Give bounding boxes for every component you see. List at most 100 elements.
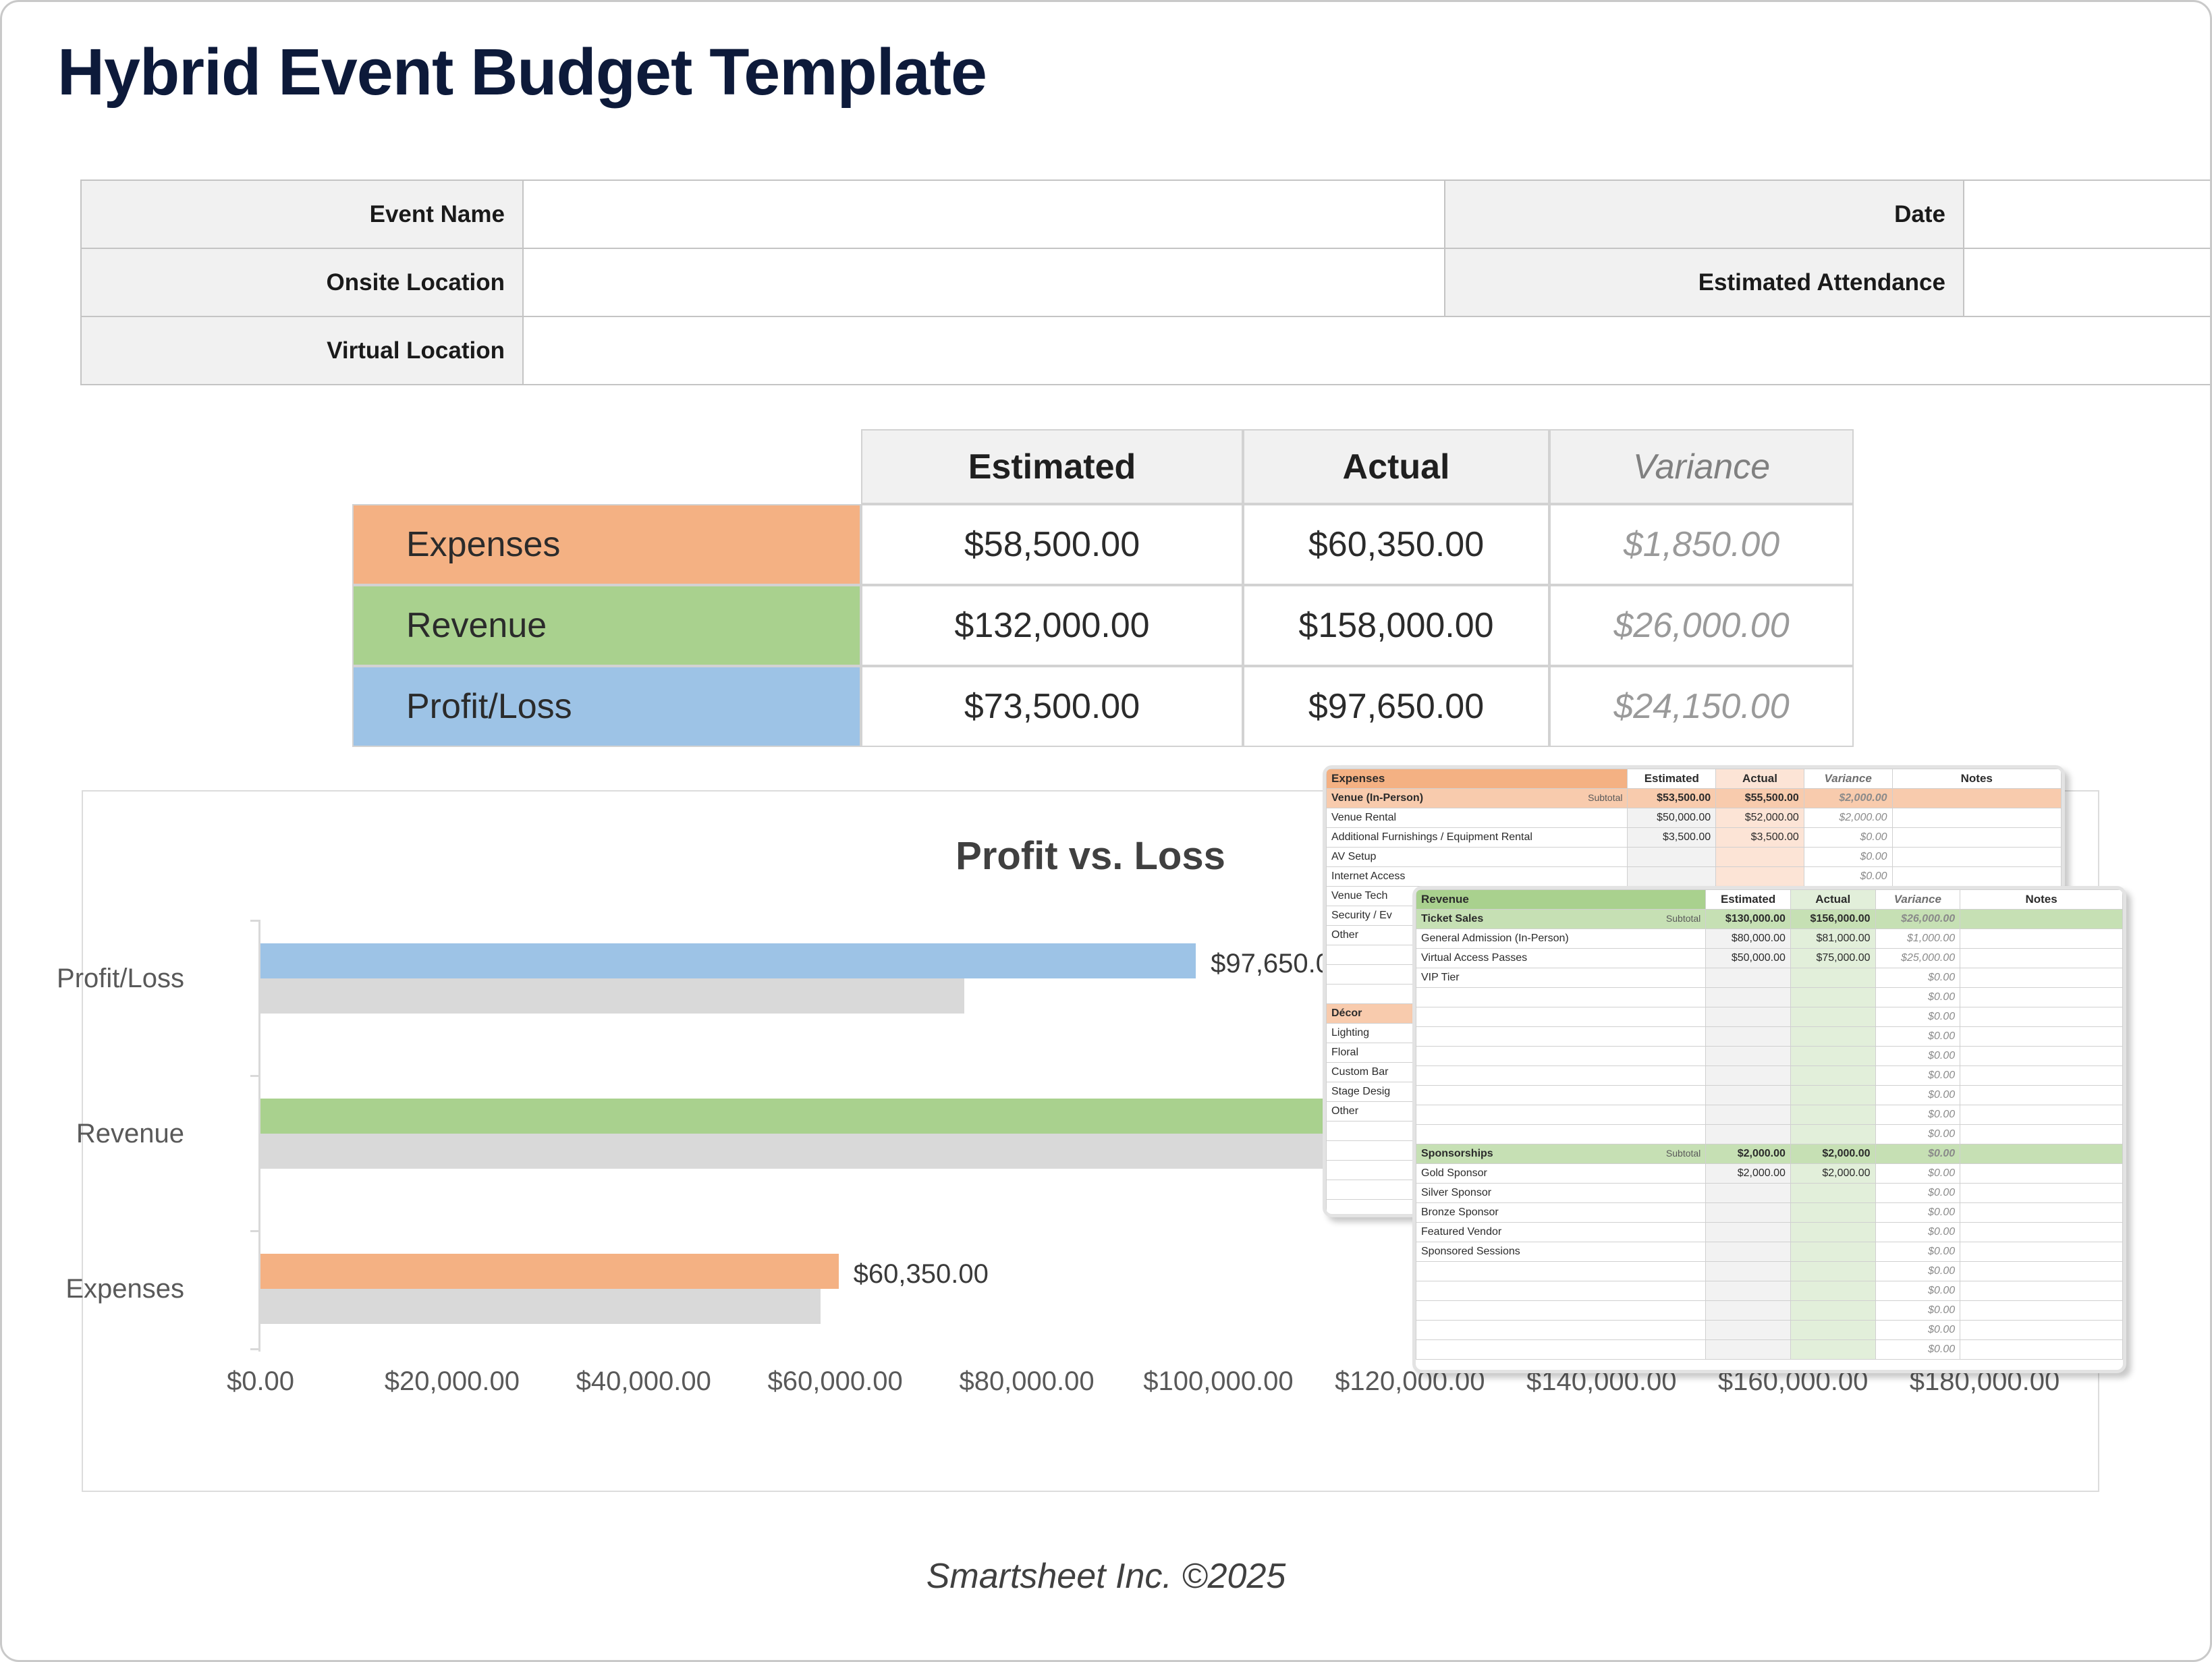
mini-row-label: Virtual Access Passes	[1416, 948, 1707, 968]
mini-actual[interactable]	[1790, 1261, 1876, 1281]
mini-row-label	[1416, 1085, 1707, 1105]
mini-row-label	[1416, 1300, 1707, 1321]
mini-actual[interactable]	[1790, 968, 1876, 988]
event-name-field[interactable]	[522, 179, 1445, 249]
virtual-location-field[interactable]	[522, 316, 2210, 385]
mini-notes[interactable]	[1960, 1124, 2123, 1144]
mini-estimated[interactable]	[1627, 866, 1717, 887]
mini-header-row: Expenses Estimated Actual Variance Notes	[1326, 769, 2062, 789]
onsite-location-field[interactable]	[522, 248, 1445, 317]
mini-actual[interactable]	[1790, 1242, 1876, 1262]
mini-estimated[interactable]	[1705, 1300, 1791, 1321]
mini-actual[interactable]: $52,000.00	[1715, 808, 1804, 828]
mini-notes[interactable]	[1960, 1202, 2123, 1223]
mini-notes[interactable]	[1960, 1339, 2123, 1360]
mini-estimated[interactable]	[1705, 1320, 1791, 1340]
mini-estimated[interactable]	[1705, 1065, 1791, 1086]
revenue-mini-table: Revenue Estimated Actual Variance Notes Ticke…	[1416, 889, 2123, 1360]
mini-actual[interactable]	[1715, 866, 1804, 887]
mini-notes[interactable]	[1960, 1222, 2123, 1242]
date-field[interactable]	[1963, 179, 2210, 249]
mini-actual[interactable]	[1715, 847, 1804, 867]
mini-estimated[interactable]	[1705, 987, 1791, 1007]
summary-expenses-estimated: $58,500.00	[861, 504, 1243, 585]
mini-notes[interactable]	[1960, 1163, 2123, 1184]
mini-actual[interactable]	[1790, 1046, 1876, 1066]
mini-notes[interactable]	[1960, 1242, 2123, 1262]
mini-actual[interactable]	[1790, 1065, 1876, 1086]
mini-notes[interactable]	[1891, 866, 2062, 887]
mini-estimated[interactable]: $50,000.00	[1627, 808, 1717, 828]
mini-item-row: $0.00	[1416, 1046, 2123, 1066]
mini-actual[interactable]	[1790, 1202, 1876, 1223]
mini-estimated[interactable]	[1705, 1026, 1791, 1047]
mini-variance: $0.00	[1875, 1105, 1961, 1125]
mini-notes[interactable]	[1891, 827, 2062, 848]
mini-notes[interactable]	[1960, 1281, 2123, 1301]
mini-actual[interactable]	[1790, 1339, 1876, 1360]
mini-item-row: $0.00	[1416, 1320, 2123, 1340]
mini-estimated[interactable]	[1705, 1046, 1791, 1066]
mini-actual[interactable]	[1790, 1281, 1876, 1301]
mini-estimated[interactable]	[1705, 1105, 1791, 1125]
mini-notes[interactable]	[1960, 929, 2123, 949]
mini-notes[interactable]	[1891, 808, 2062, 828]
mini-notes[interactable]	[1960, 1261, 2123, 1281]
mini-estimated[interactable]	[1705, 1339, 1791, 1360]
mini-actual[interactable]	[1790, 1007, 1876, 1027]
mini-estimated[interactable]	[1705, 1202, 1791, 1223]
mini-estimated[interactable]: $80,000.00	[1705, 929, 1791, 949]
mini-estimated[interactable]	[1705, 968, 1791, 988]
mini-estimated[interactable]	[1705, 1085, 1791, 1105]
mini-estimated[interactable]	[1705, 1007, 1791, 1027]
mini-notes[interactable]	[1960, 1026, 2123, 1047]
mini-actual[interactable]	[1790, 1300, 1876, 1321]
mini-notes[interactable]	[1960, 1144, 2123, 1164]
mini-notes[interactable]	[1960, 1300, 2123, 1321]
mini-estimated[interactable]: $2,000.00	[1705, 1163, 1791, 1184]
mini-estimated[interactable]	[1627, 847, 1717, 867]
mini-notes[interactable]	[1891, 788, 2062, 808]
mini-notes[interactable]	[1960, 1183, 2123, 1203]
mini-estimated[interactable]	[1705, 1183, 1791, 1203]
chart-bar-estimated	[260, 1134, 1525, 1169]
mini-actual[interactable]	[1790, 1026, 1876, 1047]
mini-notes[interactable]	[1960, 1105, 2123, 1125]
chart-x-tick-label: $0.00	[226, 1366, 295, 1396]
mini-actual[interactable]: $3,500.00	[1715, 827, 1804, 848]
mini-estimated[interactable]: $3,500.00	[1627, 827, 1717, 848]
mini-notes[interactable]	[1960, 1320, 2123, 1340]
mini-actual[interactable]	[1790, 987, 1876, 1007]
summary-revenue-estimated: $132,000.00	[861, 585, 1243, 666]
mini-estimated[interactable]	[1705, 1222, 1791, 1242]
mini-actual[interactable]	[1790, 1222, 1876, 1242]
mini-actual[interactable]: $75,000.00	[1790, 948, 1876, 968]
mini-estimated[interactable]: $50,000.00	[1705, 948, 1791, 968]
mini-actual[interactable]	[1790, 1105, 1876, 1125]
mini-row-label: Venue (In-Person) Subtotal	[1326, 788, 1628, 808]
chart-title: Profit vs. Loss	[956, 834, 1225, 878]
mini-notes[interactable]	[1960, 968, 2123, 988]
mini-row-label: Silver Sponsor	[1416, 1183, 1707, 1203]
mini-actual[interactable]	[1790, 1183, 1876, 1203]
mini-estimated[interactable]	[1705, 1261, 1791, 1281]
mini-notes[interactable]	[1960, 987, 2123, 1007]
table-row: Revenue $132,000.00 $158,000.00 $26,000.…	[352, 585, 1854, 666]
mini-header-notes: Notes	[1960, 889, 2123, 910]
mini-actual[interactable]	[1790, 1085, 1876, 1105]
mini-actual[interactable]	[1790, 1320, 1876, 1340]
mini-notes[interactable]	[1891, 847, 2062, 867]
mini-estimated[interactable]	[1705, 1124, 1791, 1144]
mini-actual[interactable]	[1790, 1124, 1876, 1144]
mini-notes[interactable]	[1960, 1085, 2123, 1105]
mini-estimated[interactable]	[1705, 1242, 1791, 1262]
mini-notes[interactable]	[1960, 1007, 2123, 1027]
mini-notes[interactable]	[1960, 948, 2123, 968]
mini-actual[interactable]: $2,000.00	[1790, 1163, 1876, 1184]
mini-notes[interactable]	[1960, 1046, 2123, 1066]
mini-notes[interactable]	[1960, 1065, 2123, 1086]
mini-notes[interactable]	[1960, 909, 2123, 929]
mini-actual[interactable]: $81,000.00	[1790, 929, 1876, 949]
estimated-attendance-field[interactable]	[1963, 248, 2210, 317]
mini-estimated[interactable]	[1705, 1281, 1791, 1301]
